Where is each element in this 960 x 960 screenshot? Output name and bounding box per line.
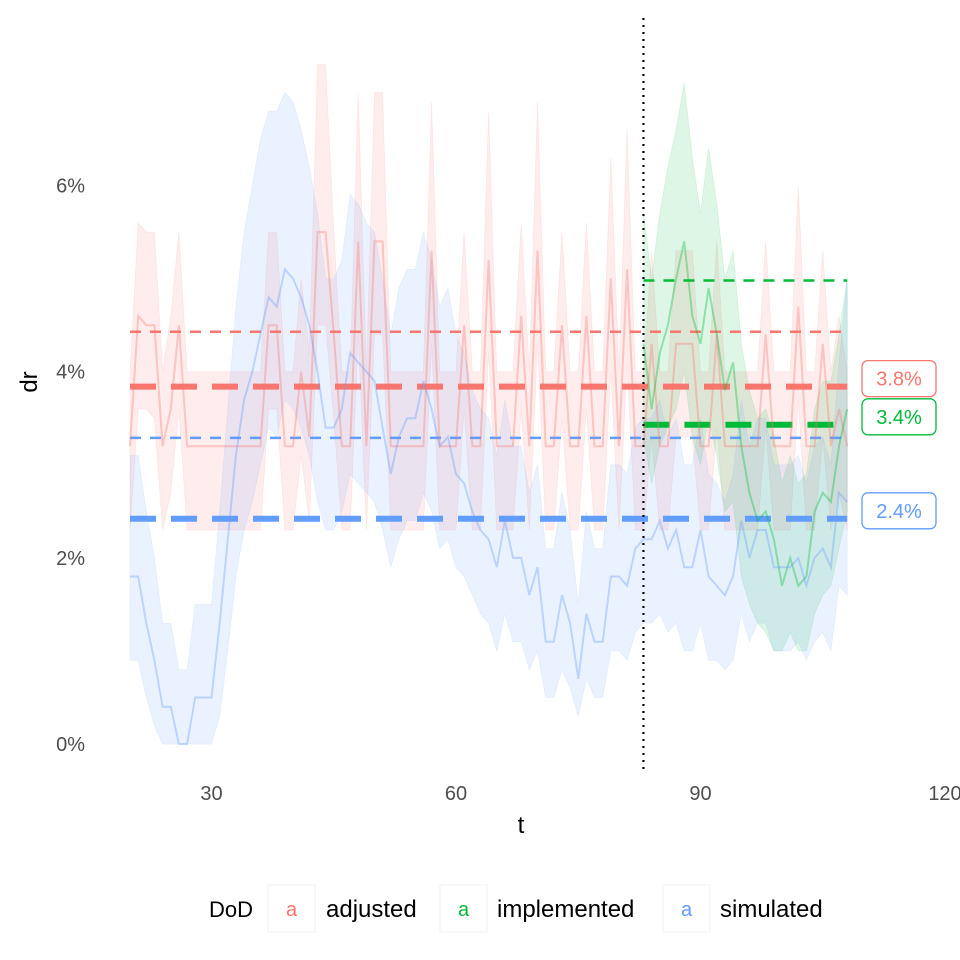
x-tick-label: 90 (689, 783, 711, 805)
legend-key-implemented (439, 884, 488, 933)
end-label-box-implemented (861, 398, 937, 436)
y-tick-label: 6% (56, 176, 85, 198)
band-adjusted (129, 64, 848, 531)
end-label-adjusted: 3.8% (876, 369, 922, 391)
line-implemented (642, 241, 849, 588)
band-simulated (129, 91, 848, 745)
x-tick-label: 60 (445, 783, 467, 805)
line-adjusted (129, 231, 849, 448)
legend-key-adjusted (267, 884, 316, 933)
y-tick-label: 0% (56, 734, 85, 756)
legend-key-simulated (662, 884, 711, 933)
end-label-implemented: 3.4% (876, 407, 922, 429)
x-axis-title: t (518, 812, 525, 839)
y-axis-title: dr (16, 371, 43, 392)
y-tick-label: 2% (56, 548, 85, 570)
line-simulated (130, 267, 848, 746)
y-tick-label: 4% (56, 362, 85, 384)
x-tick-label: 30 (200, 783, 222, 805)
legend-glyph-implemented: a (458, 899, 470, 921)
end-labels: 3.8% 3.4% 2.4% (861, 359, 937, 530)
reference-lines (130, 279, 848, 522)
end-label-box-simulated (861, 492, 937, 530)
legend: DoD a adjusted a implemented a simulated (209, 884, 823, 933)
legend-glyph-adjusted: a (286, 899, 298, 921)
legend-glyph-simulated: a (681, 899, 693, 921)
band-implemented (643, 83, 848, 652)
end-label-simulated: 2.4% (876, 501, 922, 523)
legend-label-implemented: implemented (497, 896, 634, 923)
legend-label-adjusted: adjusted (326, 896, 417, 923)
legend-title: DoD (209, 897, 253, 922)
legend-label-simulated: simulated (720, 896, 823, 923)
confidence-bands (129, 64, 848, 745)
end-label-box-adjusted (861, 359, 937, 398)
axes: t dr 30 60 90 120 0% 2% 4% 6% (16, 176, 960, 839)
x-tick-label: 120 (928, 783, 960, 805)
series-lines (129, 231, 849, 746)
